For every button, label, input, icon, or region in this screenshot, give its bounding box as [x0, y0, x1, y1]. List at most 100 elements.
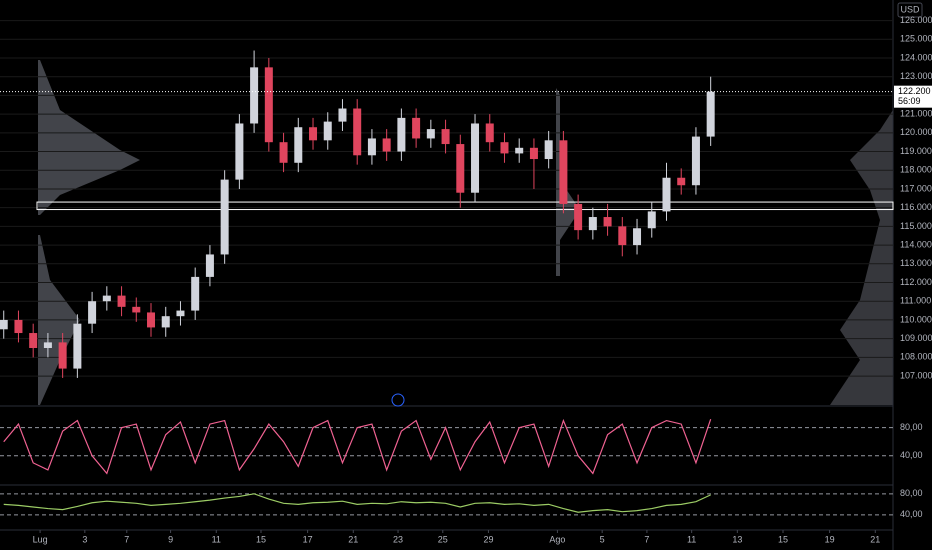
candle-body: [677, 177, 686, 186]
candle-body: [618, 226, 627, 246]
candle-body: [220, 179, 229, 255]
candle-body: [43, 342, 52, 348]
x-tick-label: 15: [778, 534, 788, 544]
x-tick-label: 13: [732, 534, 742, 544]
candle-body: [235, 123, 244, 180]
candle-body: [662, 177, 671, 212]
candle-body: [706, 91, 715, 137]
candle-body: [264, 67, 273, 143]
candle-body: [29, 333, 38, 348]
y-tick-label: 126.000: [900, 15, 932, 25]
x-tick-label: 15: [256, 534, 266, 544]
x-tick-label: 3: [82, 534, 87, 544]
candle-body: [485, 123, 494, 143]
y-tick-label: 112.000: [900, 277, 932, 287]
last-price-box: [894, 85, 932, 108]
y-tick-label: 125.000: [900, 34, 932, 44]
candle-body: [279, 142, 288, 163]
candle-body: [323, 121, 332, 141]
x-tick-label: 17: [303, 534, 313, 544]
candle-body: [441, 129, 450, 145]
candle-body: [500, 142, 509, 154]
highlight-zone: [36, 201, 894, 211]
y-tick-label: 114.000: [900, 239, 932, 249]
x-tick-label: Ago: [549, 534, 565, 544]
countdown-label: 56:09: [898, 96, 921, 106]
candle-body: [132, 306, 141, 313]
currency-box[interactable]: [897, 2, 923, 18]
volume-profile: [830, 110, 893, 405]
currency-label: USD: [900, 4, 920, 14]
y-tick-label: 111.000: [900, 296, 931, 306]
candle-body: [367, 138, 376, 156]
x-tick-label: 7: [124, 534, 129, 544]
candle-body: [353, 108, 362, 156]
indicator-line: [3, 418, 712, 475]
candle-body: [647, 211, 656, 229]
candle-body: [471, 123, 480, 193]
y-tick-label: 123.000: [900, 71, 932, 81]
candle-body: [559, 140, 568, 204]
candle-body: [588, 217, 597, 231]
candle-body: [0, 319, 8, 330]
candle-body: [574, 203, 583, 231]
y-tick-label: 113.000: [900, 258, 932, 268]
candle-body: [338, 108, 347, 122]
candle-body: [147, 312, 156, 328]
x-tick-label: Lug: [33, 534, 48, 544]
replay-button[interactable]: [391, 393, 405, 407]
candle-body: [191, 276, 200, 311]
candle-body: [544, 140, 553, 160]
y-tick-label: 120.000: [900, 127, 932, 137]
candle-body: [309, 127, 318, 141]
y-tick-label: 110.000: [900, 314, 932, 324]
candle-body: [382, 138, 391, 152]
candle-body: [456, 144, 465, 193]
candle-body: [250, 67, 259, 124]
y-tick-label: 121.000: [900, 109, 932, 119]
y-tick-label: 109.000: [900, 333, 932, 343]
y-tick-label: 40,00: [900, 509, 923, 519]
y-tick-label: 117.000: [900, 183, 932, 193]
x-tick-label: 23: [393, 534, 403, 544]
candle-body: [88, 301, 97, 324]
candle-body: [691, 136, 700, 186]
candle-body: [294, 127, 303, 163]
x-tick-label: 29: [483, 534, 493, 544]
candle-body: [205, 254, 214, 277]
x-tick-label: 21: [348, 534, 358, 544]
indicator-line: [3, 493, 711, 513]
volume-profile: [556, 88, 580, 276]
last-price-label: 122.200: [898, 86, 931, 96]
candle-body: [73, 323, 82, 369]
x-tick-label: 7: [644, 534, 649, 544]
y-tick-label: 124.000: [900, 52, 932, 62]
x-tick-label: 9: [168, 534, 173, 544]
x-tick-label: 19: [825, 534, 835, 544]
y-tick-label: 40,00: [900, 450, 923, 460]
candle-body: [58, 342, 67, 369]
x-tick-label: 21: [870, 534, 880, 544]
candle-body: [426, 129, 435, 139]
y-tick-label: 118.000: [900, 165, 932, 175]
x-tick-label: 11: [212, 534, 221, 544]
x-tick-label: 25: [438, 534, 448, 544]
candle-body: [176, 310, 185, 317]
candle-body: [515, 147, 524, 154]
y-tick-label: 116.000: [900, 202, 932, 212]
candle-body: [397, 117, 406, 152]
y-tick-label: 119.000: [900, 146, 932, 156]
x-tick-label: 11: [687, 534, 696, 544]
candle-body: [603, 217, 612, 227]
candle-body: [14, 319, 23, 334]
y-tick-label: 108.000: [900, 352, 932, 362]
x-tick-label: 5: [600, 534, 605, 544]
candle-body: [102, 295, 111, 302]
y-tick-label: 107.000: [900, 370, 932, 380]
candle-body: [161, 316, 170, 328]
candle-body: [529, 147, 538, 160]
candle-body: [117, 295, 126, 307]
volume-profile: [38, 60, 140, 215]
